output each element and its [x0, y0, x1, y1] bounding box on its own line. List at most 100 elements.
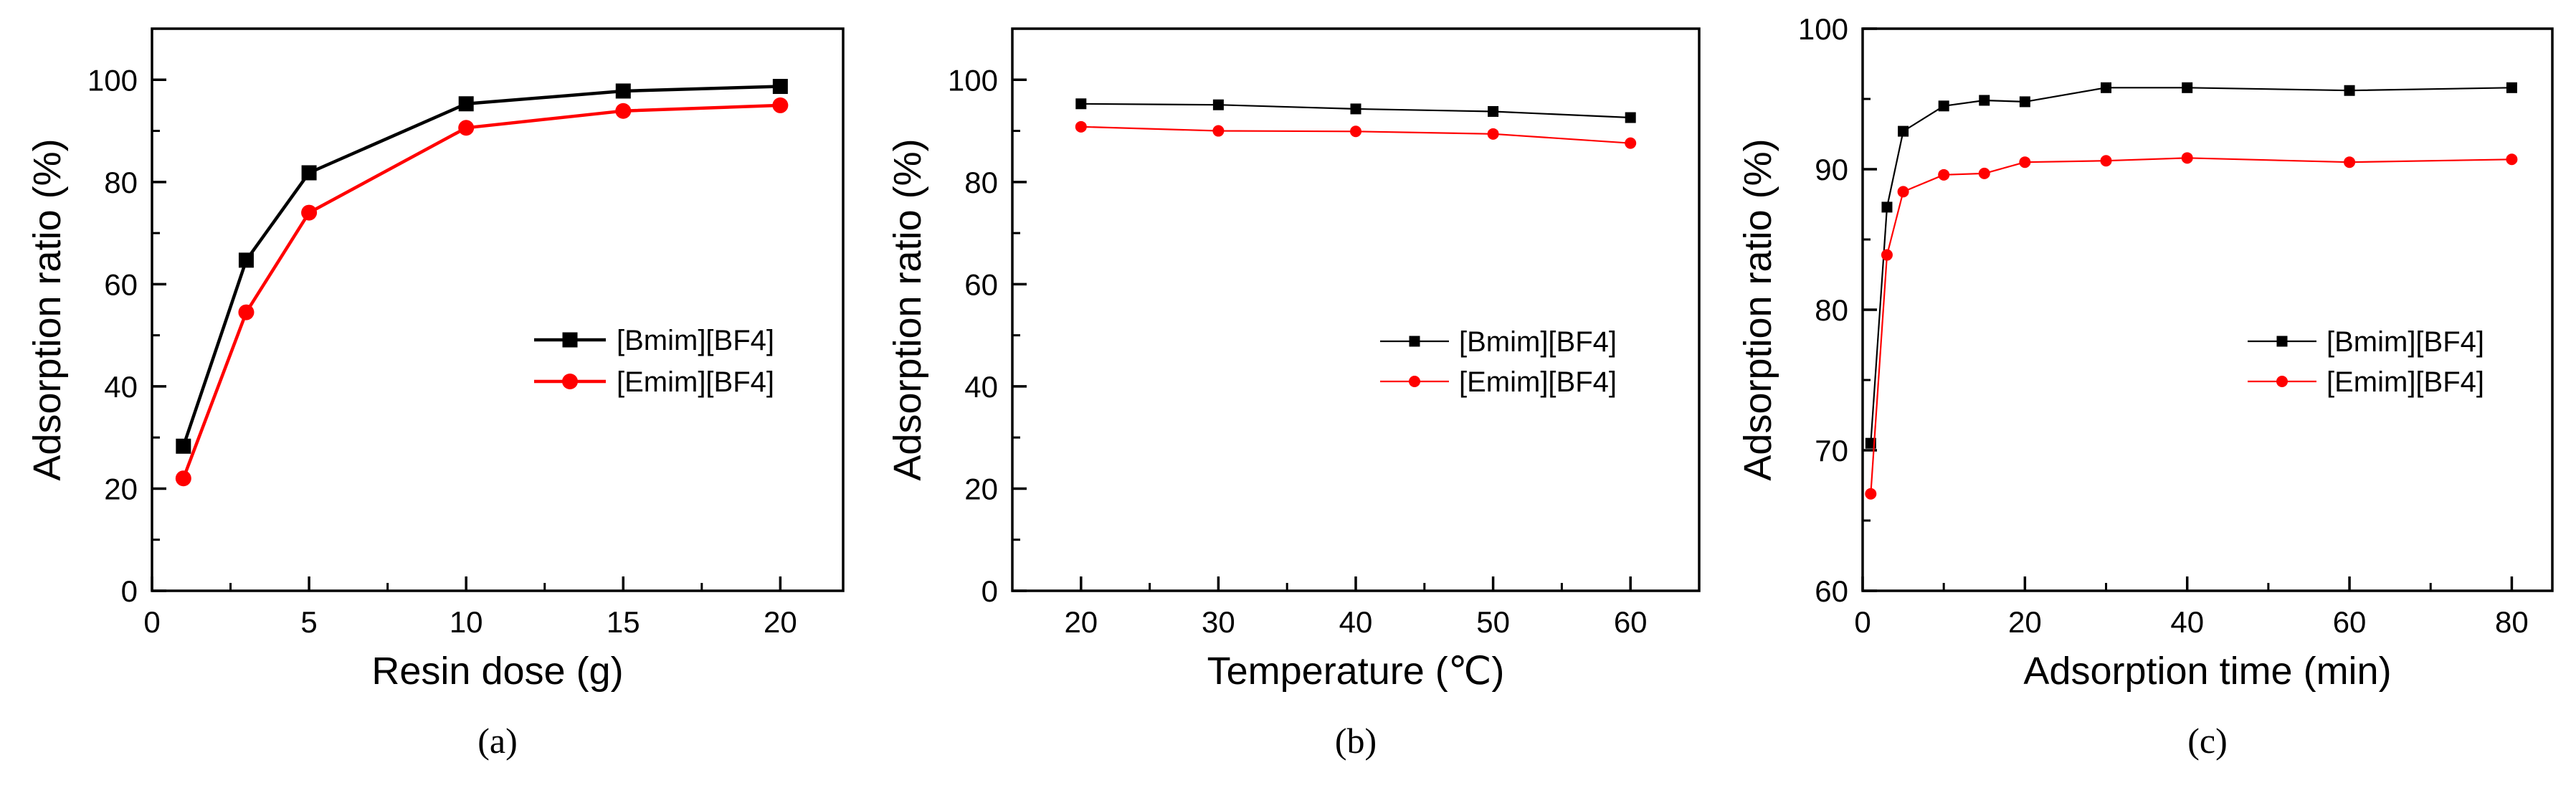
panel-caption: (c): [2187, 721, 2228, 761]
series-bmim: [1865, 82, 2517, 449]
y-tick-label: 80: [1815, 293, 1848, 327]
x-axis-title: Temperature (℃): [1207, 650, 1505, 693]
data-point: [175, 470, 191, 487]
x-axis-title: Adsorption time (min): [2023, 650, 2391, 693]
y-axis-title: Adsorption ratio (%): [26, 138, 69, 480]
data-point: [615, 103, 632, 119]
data-point: [2344, 85, 2355, 96]
x-tick-label: 80: [2495, 605, 2529, 639]
legend-marker: [1409, 336, 1420, 347]
panel-c: 0 20 40 60 80 60 70 80 90 100 Adsorption time (min…: [1736, 12, 2554, 761]
panel-caption: (a): [477, 721, 518, 761]
series-emim: [1075, 120, 1637, 149]
x-tick-label: 20: [1064, 605, 1098, 639]
data-point: [1897, 186, 1909, 198]
panel-a: 0 5 10 15 20 0 20 40 60 80 100 Resin dose (g) Adsorp…: [26, 27, 845, 761]
data-point: [2019, 156, 2031, 168]
series-line: [181, 103, 781, 479]
data-point: [1979, 95, 1990, 106]
y-tick-label: 60: [104, 267, 138, 301]
y-tick-label: 0: [982, 574, 998, 608]
x-axis-title: Resin dose (g): [371, 650, 623, 693]
y-axis-title: Adsorption ratio (%): [886, 138, 929, 480]
x-tick-label: 40: [1339, 605, 1373, 639]
legend-label: [Bmim][BF4]: [1459, 326, 1617, 358]
data-point: [1938, 100, 1949, 112]
x-tick-label: 20: [2008, 605, 2042, 639]
data-point: [1488, 105, 1499, 117]
data-point: [176, 438, 191, 454]
y-tick-label: 80: [104, 166, 138, 199]
data-point: [301, 165, 317, 181]
data-point: [2181, 152, 2193, 164]
y-tick-label: 0: [121, 574, 138, 608]
data-point: [1075, 120, 1087, 133]
plot-frame: [151, 27, 845, 592]
data-point: [238, 252, 254, 268]
data-point: [1212, 125, 1225, 137]
data-point: [1075, 98, 1087, 110]
legend-label: [Bmim][BF4]: [2327, 326, 2484, 358]
data-point: [1898, 125, 1909, 137]
data-point: [2019, 96, 2030, 108]
y-tick-label: 20: [964, 472, 998, 505]
data-point: [772, 97, 789, 113]
data-point: [1938, 168, 1950, 181]
y-tick-label: 60: [964, 267, 998, 301]
data-point: [2506, 82, 2517, 93]
legend-marker: [2276, 336, 2288, 347]
legend-label: [Emim][BF4]: [617, 366, 774, 398]
data-point: [2182, 82, 2193, 93]
x-tick-label: 60: [2333, 605, 2367, 639]
x-tick-label: 50: [1476, 605, 1510, 639]
legend: [Bmim][BF4] [Emim][BF4]: [1380, 326, 1617, 398]
y-tick-label: 70: [1815, 434, 1848, 467]
series-emim: [1865, 152, 2518, 500]
y-tick-label: 40: [964, 370, 998, 404]
data-point: [1881, 201, 1893, 213]
legend-marker: [1409, 376, 1420, 387]
data-point: [301, 204, 318, 221]
data-point: [2100, 155, 2112, 167]
legend: [Bmim][BF4] [Emim][BF4]: [534, 325, 774, 398]
series-line: [1870, 157, 2512, 494]
data-point: [1350, 103, 1361, 115]
y-axis-title: Adsorption ratio (%): [1736, 138, 1779, 480]
data-point: [1881, 249, 1893, 261]
x-tick-label: 30: [1202, 605, 1235, 639]
panel-b: 20 30 40 50 60 0 20 40 60 80 100 Temperature (℃) Ads…: [886, 27, 1701, 761]
legend: [Bmim][BF4] [Emim][BF4]: [2248, 326, 2484, 398]
data-point: [1625, 137, 1637, 149]
y-tick-label: 100: [948, 63, 998, 97]
series-bmim: [1075, 98, 1636, 123]
legend-marker: [2276, 376, 2288, 387]
panel-caption: (b): [1335, 721, 1377, 761]
y-tick-label: 80: [964, 166, 998, 199]
legend-label: [Bmim][BF4]: [617, 325, 774, 356]
x-tick-label: 20: [764, 605, 797, 639]
data-point: [458, 120, 475, 136]
series-bmim: [176, 79, 788, 454]
data-point: [1212, 99, 1224, 110]
x-tick-label: 0: [1854, 605, 1871, 639]
data-point: [1978, 167, 1990, 179]
data-point: [238, 304, 255, 320]
data-point: [772, 79, 788, 95]
legend-label: [Emim][BF4]: [2327, 366, 2484, 398]
legend-marker: [562, 374, 578, 389]
y-tick-label: 20: [104, 472, 138, 505]
y-tick-label: 40: [104, 370, 138, 404]
legend-label: [Emim][BF4]: [1459, 366, 1617, 398]
y-tick-label: 100: [1798, 12, 1848, 46]
x-tick-label: 10: [450, 605, 483, 639]
data-point: [615, 83, 631, 99]
data-point: [2506, 153, 2518, 166]
series-emim: [175, 97, 789, 487]
x-tick-label: 60: [1614, 605, 1648, 639]
y-tick-label: 90: [1815, 153, 1848, 186]
x-tick-label: 5: [300, 605, 317, 639]
data-point: [2101, 82, 2112, 93]
plot-frame: [1861, 27, 2554, 592]
data-point: [1865, 488, 1877, 500]
